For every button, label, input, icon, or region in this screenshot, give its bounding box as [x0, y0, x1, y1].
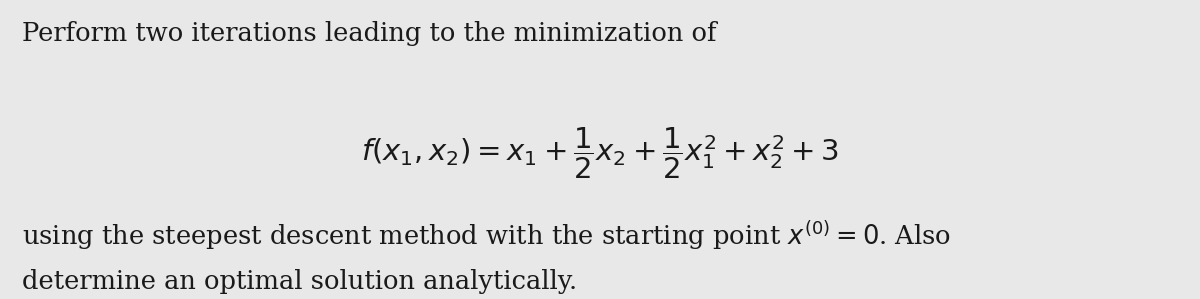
Text: Perform two iterations leading to the minimization of: Perform two iterations leading to the mi…	[22, 21, 716, 46]
Text: using the steepest descent method with the starting point $x^{(0)} = 0$. Also: using the steepest descent method with t…	[22, 218, 950, 252]
Text: determine an optimal solution analytically.: determine an optimal solution analytical…	[22, 269, 577, 294]
Text: $f(x_1, x_2) = x_1 + \dfrac{1}{2}x_2 + \dfrac{1}{2}x_1^2 + x_2^2 + 3$: $f(x_1, x_2) = x_1 + \dfrac{1}{2}x_2 + \…	[361, 126, 839, 181]
